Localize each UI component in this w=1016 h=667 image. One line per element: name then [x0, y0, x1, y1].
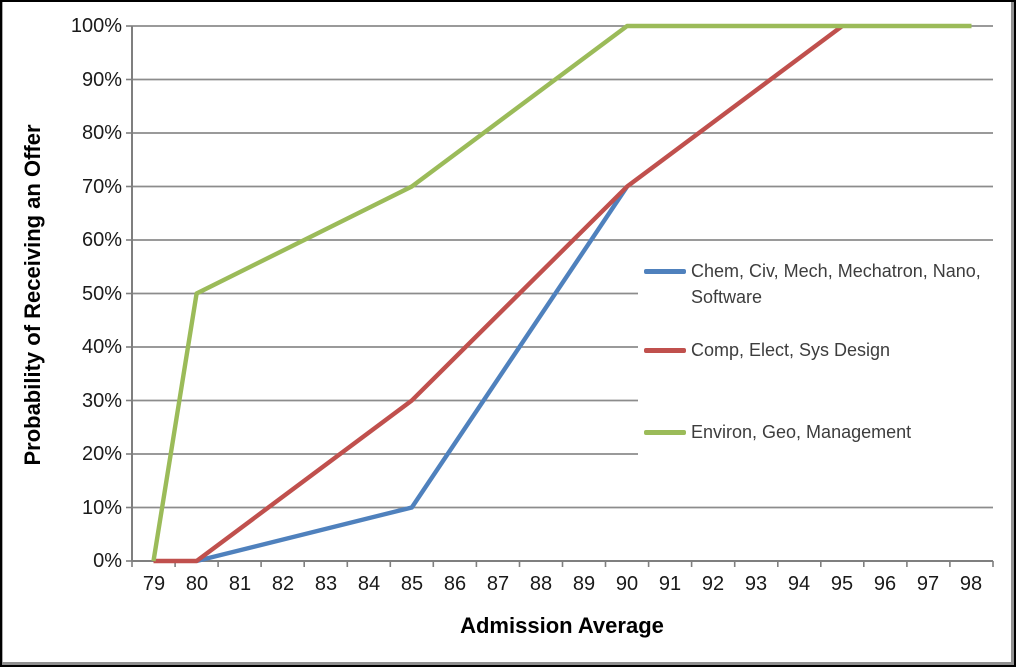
x-tick-label: 91	[658, 573, 682, 595]
x-tick-label: 89	[572, 573, 596, 595]
y-tick-label: 40%	[81, 336, 122, 358]
x-tick-label: 95	[830, 573, 854, 595]
x-tick-label: 82	[271, 573, 295, 595]
x-tick-label: 80	[185, 573, 209, 595]
x-tick-label: 93	[744, 573, 768, 595]
legend-item-label: Environ, Geo, Management	[691, 422, 912, 442]
x-tick-label: 84	[357, 573, 381, 595]
x-tick-label: 79	[142, 573, 166, 595]
series-line	[151, 23, 972, 562]
legend-item-label: Comp, Elect, Sys Design	[691, 340, 891, 360]
legend-line-swatch	[644, 348, 686, 353]
x-tick-label: 88	[529, 573, 553, 595]
x-tick-label: 83	[314, 573, 338, 595]
legend-line-swatch	[644, 269, 686, 274]
y-tick-label: 100%	[70, 15, 122, 37]
x-tick-label: 85	[400, 573, 424, 595]
legend-item-label: Chem, Civ, Mech, Mechatron, Nano, Softwa…	[691, 261, 981, 307]
y-tick-label: 50%	[81, 283, 122, 305]
x-tick-label: 94	[787, 573, 811, 595]
x-tick-label: 87	[486, 573, 510, 595]
x-tick-label: 90	[615, 573, 639, 595]
y-tick-label: 90%	[81, 69, 122, 91]
x-tick-label: 98	[959, 573, 983, 595]
x-tick-label: 92	[701, 573, 725, 595]
y-tick-label: 20%	[81, 443, 122, 465]
y-tick-label: 10%	[81, 497, 122, 519]
y-tick-label: 0%	[93, 550, 122, 572]
legend: Chem, Civ, Mech, Mechatron, Nano, Softwa…	[638, 247, 1008, 461]
legend-line-swatch	[644, 430, 686, 435]
y-tick-label: 80%	[81, 122, 122, 144]
legend-item: Environ, Geo, Management	[644, 419, 1009, 445]
y-axis-title: Probability of Receiving an Offer	[20, 124, 45, 466]
legend-item: Comp, Elect, Sys Design	[644, 337, 1009, 363]
x-tick-label: 97	[916, 573, 940, 595]
series-line	[196, 185, 629, 564]
x-tick-label: 86	[443, 573, 467, 595]
legend-item: Chem, Civ, Mech, Mechatron, Nano, Softwa…	[644, 258, 1009, 310]
y-tick-label: 30%	[81, 390, 122, 412]
x-tick-label: 81	[228, 573, 252, 595]
series-line	[153, 24, 844, 564]
y-tick-label: 60%	[81, 229, 122, 251]
x-axis-title: Admission Average	[460, 613, 664, 638]
y-tick-label: 70%	[81, 176, 122, 198]
x-tick-label: 96	[873, 573, 897, 595]
